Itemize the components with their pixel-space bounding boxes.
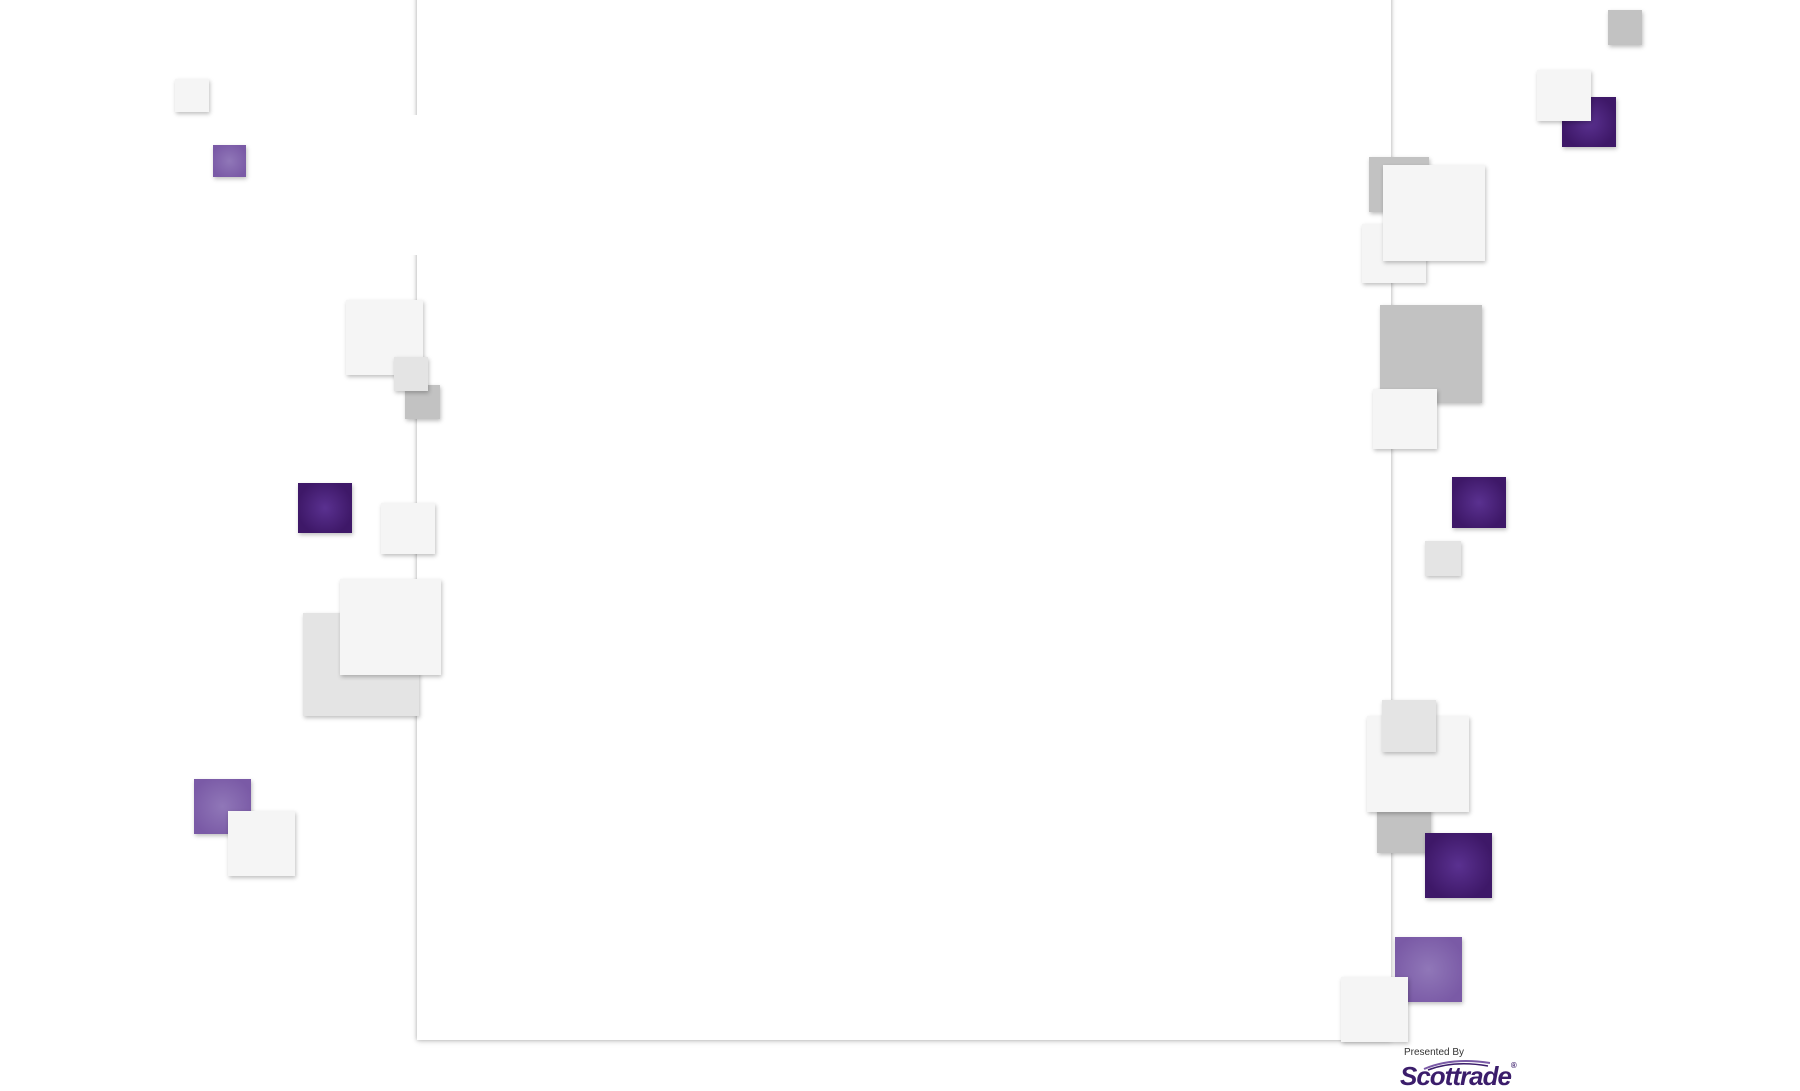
deco-square: [1383, 165, 1485, 261]
deco-square: [1425, 833, 1492, 898]
deco-square: [1380, 305, 1482, 403]
deco-square: [1341, 977, 1408, 1042]
swoosh-icon: [1423, 1060, 1491, 1071]
panel-edge-gap: [255, 115, 420, 255]
deco-square: [340, 579, 441, 675]
deco-square: [1452, 477, 1506, 528]
deco-square: [1537, 70, 1591, 121]
deco-square: [394, 357, 428, 391]
deco-square: [175, 79, 209, 112]
content-panel: [417, 0, 1391, 1040]
brand-name-text: Scottrade: [1400, 1061, 1512, 1091]
deco-square: [298, 483, 352, 533]
deco-square: [381, 503, 435, 554]
deco-square: [1382, 700, 1436, 752]
sponsor-logo: Presented By Scottrade®: [1362, 1043, 1522, 1091]
deco-square: [1425, 541, 1461, 576]
deco-square: [213, 145, 246, 177]
presented-by-label: Presented By: [1404, 1047, 1465, 1058]
deco-square: [1373, 389, 1437, 449]
deco-square: [1608, 10, 1642, 45]
brand-name: Scottrade®: [1400, 1061, 1517, 1091]
registered-mark: ®: [1510, 1061, 1517, 1070]
deco-square: [228, 811, 295, 876]
